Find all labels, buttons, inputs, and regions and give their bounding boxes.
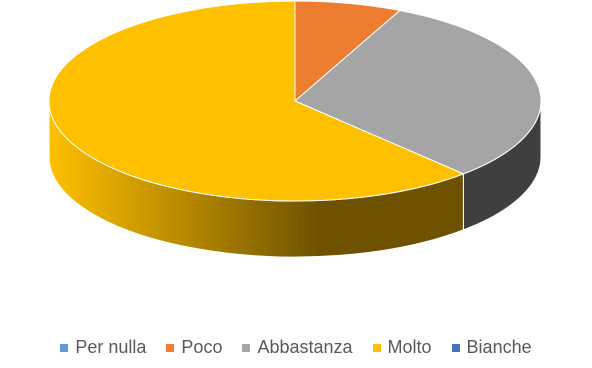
legend-item-bianche[interactable]: Bianche [451, 337, 532, 358]
legend-label: Poco [181, 337, 223, 357]
legend-label: Bianche [466, 337, 532, 357]
legend-swatch [372, 343, 381, 352]
legend-label: Molto [387, 337, 432, 357]
legend-swatch [60, 343, 69, 352]
pie-slice-molto[interactable] [48, 0, 465, 202]
pie-slice-abbastanza[interactable] [294, 9, 542, 175]
pie-slice-poco[interactable] [294, 0, 401, 103]
legend-item-per-nulla[interactable]: Per nulla [60, 337, 146, 358]
legend-label: Abbastanza [257, 337, 353, 357]
legend-item-abbastanza[interactable]: Abbastanza [242, 337, 353, 358]
legend: Per nulla Poco Abbastanza Molto Bianche [0, 337, 592, 358]
pie-slices [48, 0, 542, 202]
legend-item-poco[interactable]: Poco [166, 337, 222, 358]
legend-swatch [451, 343, 460, 352]
legend-item-molto[interactable]: Molto [372, 337, 432, 358]
legend-swatch [166, 343, 175, 352]
legend-swatch [242, 343, 251, 352]
legend-label: Per nulla [75, 337, 147, 357]
